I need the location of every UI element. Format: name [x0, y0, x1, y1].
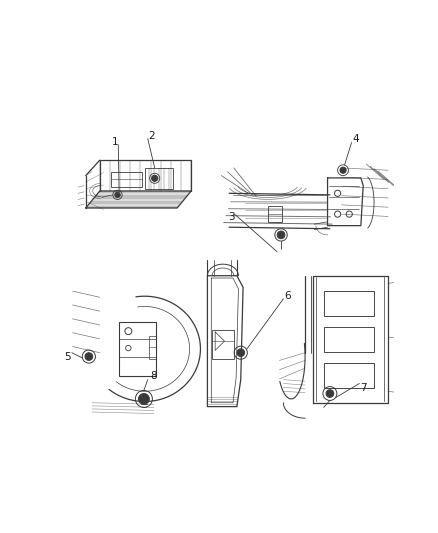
- Bar: [148, 336, 156, 359]
- Bar: [268, 206, 282, 222]
- Bar: [324, 291, 374, 316]
- Circle shape: [152, 175, 158, 181]
- Text: 3: 3: [228, 212, 235, 222]
- Circle shape: [138, 393, 149, 405]
- Bar: [145, 168, 173, 189]
- Circle shape: [326, 390, 334, 398]
- Bar: [324, 364, 374, 388]
- Text: 1: 1: [112, 137, 119, 147]
- Text: 7: 7: [360, 383, 367, 393]
- Bar: [324, 327, 374, 352]
- Circle shape: [340, 167, 346, 173]
- Text: 6: 6: [284, 290, 290, 301]
- Bar: [111, 172, 142, 187]
- Text: 8: 8: [150, 371, 156, 381]
- Circle shape: [277, 231, 285, 239]
- Bar: [119, 322, 156, 376]
- Text: 5: 5: [65, 352, 71, 362]
- Circle shape: [237, 349, 245, 357]
- Circle shape: [115, 192, 120, 198]
- Bar: [212, 329, 234, 359]
- Text: 2: 2: [148, 131, 155, 141]
- Circle shape: [85, 353, 93, 360]
- Text: 4: 4: [352, 134, 359, 144]
